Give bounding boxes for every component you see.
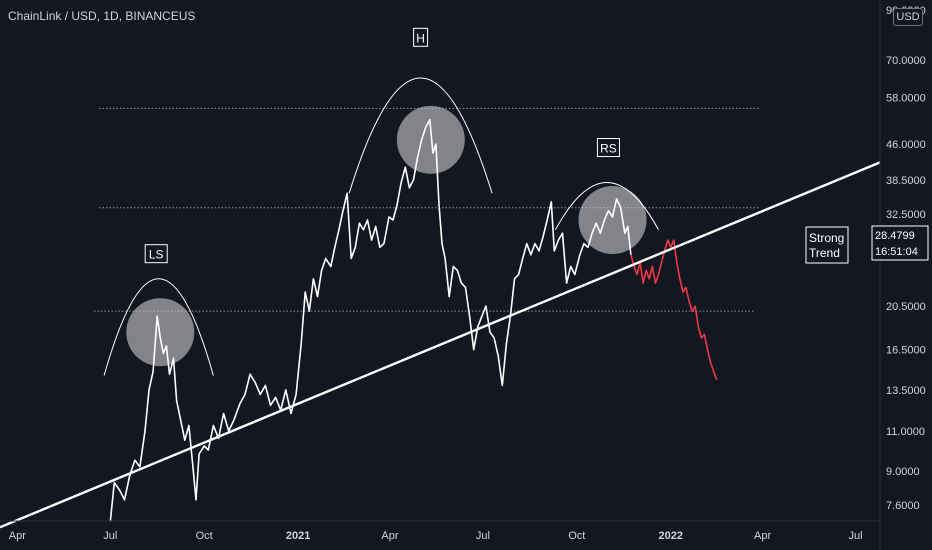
time-axis-label: Jul: [476, 530, 490, 542]
current-price-marker: [871, 225, 929, 261]
price-tick-label: 9.0000: [886, 466, 920, 478]
price-tick-label: 11.0000: [886, 426, 925, 438]
arc-rs: [554, 181, 659, 231]
time-axis-label: Oct: [196, 530, 213, 542]
symbol-title: ChainLink / USD, 1D, BINANCEUS: [8, 9, 196, 23]
time-axis-label: Apr: [9, 530, 26, 542]
arc-h: [348, 77, 493, 194]
time-axis-label: 2022: [658, 530, 682, 542]
trend-label-line1: Strong: [809, 231, 844, 245]
time-axis-label: 2021: [286, 530, 310, 542]
price-tick-label: 16.5000: [886, 345, 926, 357]
highlight-circle-h: [396, 105, 465, 174]
price-tick-label: 70.0000: [886, 55, 926, 67]
projection-line: [630, 239, 718, 380]
label-h: H: [416, 31, 425, 45]
currency-button[interactable]: USD: [893, 8, 923, 26]
trend-label-line2: Trend: [809, 246, 840, 260]
price-tick-label: 58.0000: [886, 93, 926, 105]
time-axis-label: Oct: [568, 530, 585, 542]
time-axis-label: Jul: [103, 530, 117, 542]
label-box-ls: [144, 244, 168, 264]
price-tick-label: 7.6000: [886, 500, 920, 512]
price-line: [109, 118, 632, 522]
label-ls: LS: [149, 248, 164, 262]
price-tick-label: 46.0000: [886, 139, 926, 151]
label-box-h: [413, 27, 429, 47]
time-axis-label: Jul: [848, 530, 862, 542]
current-price-label: 28.4799: [875, 230, 915, 242]
label-rs: RS: [600, 142, 617, 156]
arc-ls: [103, 278, 214, 376]
price-tick-label: 20.5000: [886, 301, 926, 313]
label-box-rs: [596, 138, 620, 158]
time-axis-label: Apr: [754, 530, 771, 542]
trendline: [0, 161, 881, 529]
price-tick-label: 38.5000: [886, 175, 926, 187]
time-axis-label: Apr: [381, 530, 398, 542]
price-tick-label: 13.5000: [886, 385, 926, 397]
trend-label-box: [805, 226, 849, 264]
price-tick-label: 32.5000: [886, 209, 926, 221]
countdown-label: 16:51:04: [875, 246, 918, 258]
